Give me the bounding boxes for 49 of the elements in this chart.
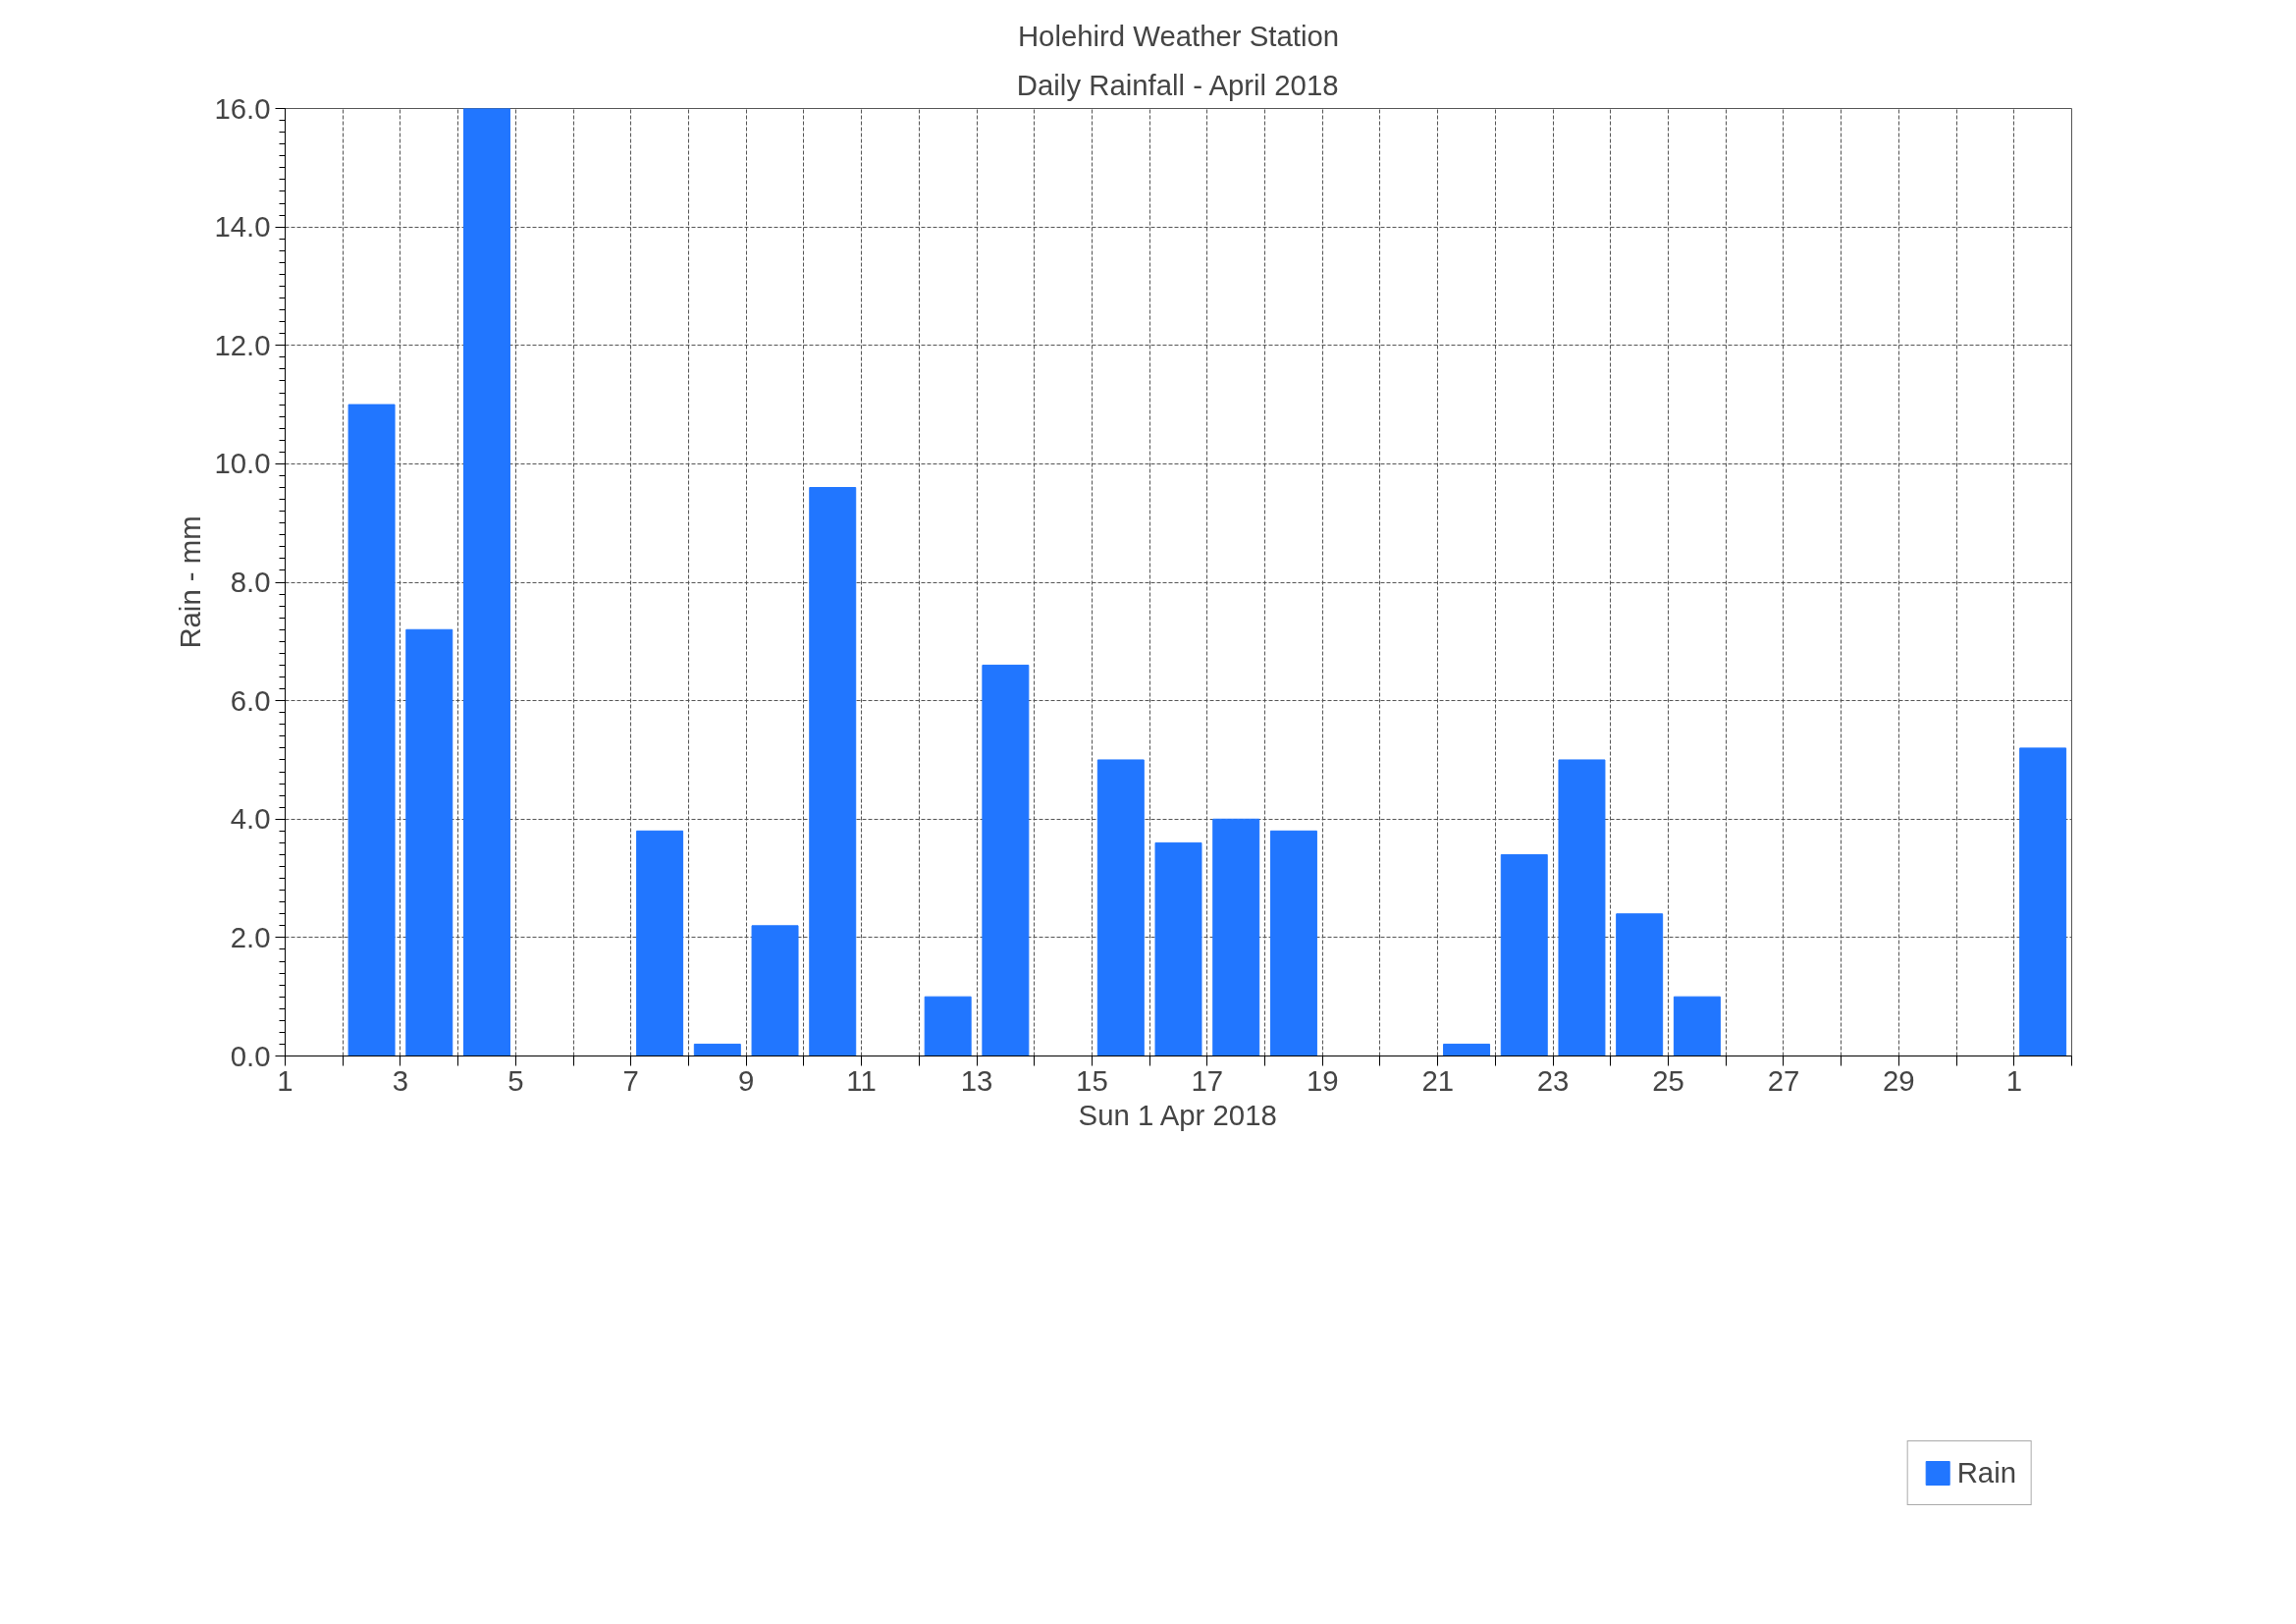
bar bbox=[636, 830, 684, 1056]
x-tick-label: 5 bbox=[507, 1063, 524, 1097]
x-tick-label: 9 bbox=[738, 1063, 755, 1097]
bar bbox=[1500, 853, 1548, 1056]
bar bbox=[1269, 830, 1317, 1056]
x-tick-label: 3 bbox=[392, 1063, 409, 1097]
x-tick-label: 1 bbox=[2005, 1063, 2022, 1097]
bar bbox=[1558, 759, 1606, 1056]
y-tick-label: 16.0 bbox=[214, 91, 271, 125]
x-tick-label: 21 bbox=[1421, 1063, 1455, 1097]
y-tick-label: 2.0 bbox=[230, 920, 271, 953]
bar bbox=[751, 925, 799, 1056]
chart-subtitle: Daily Rainfall - April 2018 bbox=[1016, 69, 1339, 101]
y-tick-label: 6.0 bbox=[230, 683, 271, 717]
x-tick-label: 15 bbox=[1076, 1063, 1108, 1097]
y-tick-label: 14.0 bbox=[214, 210, 271, 244]
bar bbox=[693, 1043, 741, 1056]
bar bbox=[1673, 996, 1721, 1056]
bar bbox=[809, 487, 857, 1056]
bar bbox=[1154, 841, 1202, 1056]
x-tick-label: 1 bbox=[277, 1063, 294, 1097]
x-axis-title: Sun 1 Apr 2018 bbox=[1078, 1098, 1277, 1131]
bar bbox=[1443, 1043, 1491, 1056]
x-tick-label: 19 bbox=[1306, 1063, 1339, 1097]
bar bbox=[1616, 913, 1664, 1056]
x-tick-label: 7 bbox=[622, 1063, 639, 1097]
x-tick-label: 11 bbox=[846, 1063, 877, 1097]
x-tick-label: 27 bbox=[1767, 1063, 1800, 1097]
bar bbox=[347, 404, 396, 1056]
bar bbox=[924, 996, 972, 1056]
legend-label: Rain bbox=[1956, 1456, 2016, 1489]
y-axis-title: Rain - mm bbox=[174, 515, 207, 649]
bar bbox=[982, 664, 1030, 1056]
bar bbox=[463, 108, 510, 1056]
y-tick-label: 10.0 bbox=[214, 447, 271, 480]
x-tick-label: 13 bbox=[960, 1063, 993, 1097]
x-tick-label: 23 bbox=[1536, 1063, 1570, 1097]
y-tick-label: 8.0 bbox=[230, 566, 271, 598]
bar bbox=[1096, 759, 1145, 1056]
x-tick-label: 17 bbox=[1191, 1063, 1224, 1097]
x-tick-label: 29 bbox=[1883, 1063, 1915, 1097]
y-tick-label: 12.0 bbox=[214, 328, 271, 361]
bar bbox=[1212, 818, 1260, 1056]
chart-title: Holehird Weather Station bbox=[1017, 20, 1340, 52]
x-tick-label: 25 bbox=[1652, 1063, 1684, 1097]
bar bbox=[405, 628, 454, 1056]
y-tick-label: 4.0 bbox=[230, 802, 271, 836]
y-tick-label: 0.0 bbox=[230, 1039, 271, 1072]
bar bbox=[2019, 747, 2067, 1056]
